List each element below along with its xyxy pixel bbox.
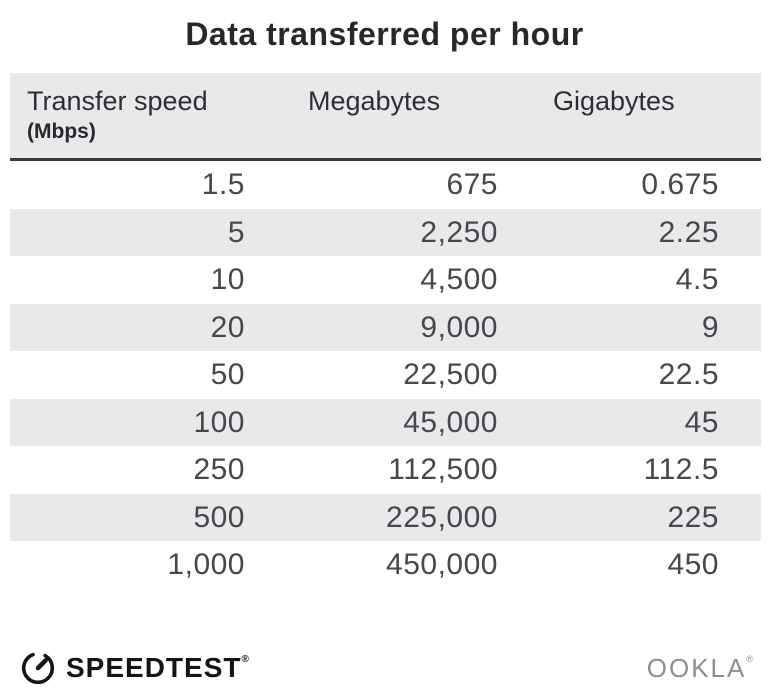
table-row: 20 9,000 9 bbox=[10, 303, 761, 351]
table-body: 1.5 675 0.675 5 2,250 2.25 10 4,500 4.5 … bbox=[10, 161, 761, 589]
footer: SPEEDTEST® OOKLA® bbox=[20, 650, 755, 686]
table-header-row: Transfer speed (Mbps) Megabytes Gigabyte… bbox=[10, 73, 761, 158]
column-header-transfer-speed: Transfer speed (Mbps) bbox=[10, 73, 291, 158]
column-header-label: Gigabytes bbox=[553, 86, 675, 116]
cell-speed: 50 bbox=[210, 358, 245, 391]
table-row: 1,000 450,000 450 bbox=[10, 541, 761, 589]
cell-speed: 10 bbox=[210, 263, 245, 296]
column-header-gigabytes: Gigabytes bbox=[536, 73, 761, 158]
table-row: 500 225,000 225 bbox=[10, 493, 761, 541]
table-row: 5 2,250 2.25 bbox=[10, 208, 761, 256]
cell-speed: 1,000 bbox=[167, 548, 245, 581]
registered-trademark-icon: ® bbox=[241, 654, 250, 665]
cell-speed: 100 bbox=[193, 405, 245, 439]
cell-speed: 1.5 bbox=[201, 168, 245, 201]
cell-speed: 5 bbox=[227, 215, 245, 249]
cell-megabytes: 9,000 bbox=[420, 310, 498, 344]
cell-megabytes: 112,500 bbox=[388, 453, 498, 486]
cell-speed: 20 bbox=[210, 310, 245, 344]
ookla-wordmark-text: OOKLA bbox=[646, 652, 747, 683]
cell-gigabytes: 225 bbox=[667, 500, 719, 534]
cell-megabytes: 4,500 bbox=[420, 263, 498, 296]
cell-speed: 500 bbox=[193, 500, 245, 534]
table-row: 100 45,000 45 bbox=[10, 398, 761, 446]
column-header-megabytes: Megabytes bbox=[291, 73, 536, 158]
registered-trademark-icon: ® bbox=[746, 653, 755, 664]
cell-gigabytes: 9 bbox=[701, 310, 719, 344]
page-title: Data transferred per hour bbox=[185, 16, 584, 52]
cell-megabytes: 22,500 bbox=[403, 358, 498, 391]
table-row: 250 112,500 112.5 bbox=[10, 446, 761, 494]
data-table: Transfer speed (Mbps) Megabytes Gigabyte… bbox=[10, 73, 761, 589]
speedtest-logo: SPEEDTEST® bbox=[20, 650, 250, 686]
speedtest-wordmark: SPEEDTEST® bbox=[66, 652, 250, 684]
speedtest-wordmark-text: SPEEDTEST bbox=[66, 652, 242, 683]
cell-megabytes: 675 bbox=[446, 168, 498, 201]
cell-gigabytes: 4.5 bbox=[675, 263, 719, 296]
table-row: 10 4,500 4.5 bbox=[10, 256, 761, 304]
ookla-logo: OOKLA® bbox=[647, 653, 755, 684]
cell-speed: 250 bbox=[193, 453, 245, 486]
cell-gigabytes: 2.25 bbox=[658, 215, 719, 249]
cell-megabytes: 2,250 bbox=[420, 215, 498, 249]
column-header-unit: (Mbps) bbox=[27, 120, 96, 144]
cell-megabytes: 450,000 bbox=[386, 548, 498, 581]
cell-gigabytes: 45 bbox=[684, 405, 719, 439]
header-divider-rule bbox=[10, 158, 761, 161]
cell-gigabytes: 112.5 bbox=[643, 453, 719, 486]
cell-gigabytes: 0.675 bbox=[641, 168, 719, 201]
cell-megabytes: 225,000 bbox=[386, 500, 498, 534]
speedtest-gauge-icon bbox=[20, 650, 56, 686]
cell-gigabytes: 450 bbox=[667, 548, 719, 581]
column-header-label: Transfer speed bbox=[27, 86, 208, 116]
table-row: 50 22,500 22.5 bbox=[10, 351, 761, 399]
cell-gigabytes: 22.5 bbox=[658, 358, 719, 391]
cell-megabytes: 45,000 bbox=[403, 405, 498, 439]
table-row: 1.5 675 0.675 bbox=[10, 161, 761, 209]
column-header-label: Megabytes bbox=[308, 86, 441, 116]
